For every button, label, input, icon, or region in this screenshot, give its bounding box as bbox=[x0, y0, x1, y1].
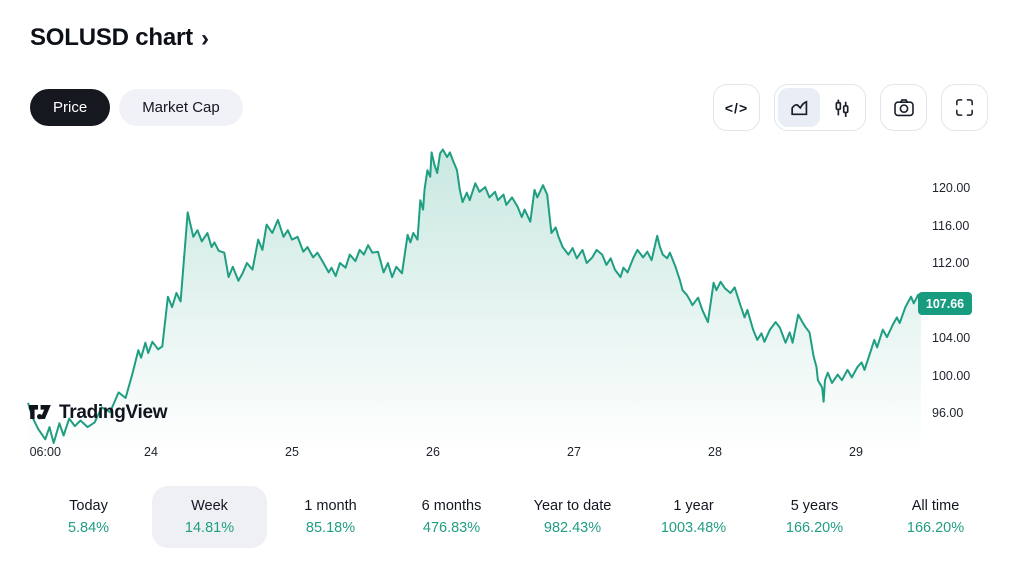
metric-toggle: Price Market Cap bbox=[30, 89, 243, 126]
area-fill bbox=[28, 149, 921, 452]
y-axis-label: 120.00 bbox=[932, 181, 971, 195]
price-chart[interactable] bbox=[27, 140, 922, 452]
range-tabs: Today 5.84% Week 14.81% 1 month 85.18% 6 month… bbox=[28, 486, 996, 548]
time-axis[interactable]: 06:00 24 25 26 27 28 29 bbox=[30, 445, 920, 461]
x-axis-label: 29 bbox=[849, 445, 863, 459]
range-change: 14.81% bbox=[184, 520, 235, 536]
range-change: 5.84% bbox=[67, 520, 110, 536]
chevron-right-icon: › bbox=[200, 25, 209, 52]
range-label: All time bbox=[911, 498, 960, 514]
range-tab-1-month[interactable]: 1 month 85.18% bbox=[273, 486, 388, 548]
x-axis-label: 26 bbox=[426, 445, 440, 459]
tradingview-logo-text: TradingView bbox=[59, 402, 168, 423]
y-axis-label: 116.00 bbox=[932, 218, 970, 233]
price-line bbox=[27, 148, 922, 444]
x-axis-label: 25 bbox=[285, 445, 299, 459]
candlestick-icon bbox=[835, 99, 849, 117]
x-axis-label: 06:00 bbox=[29, 445, 61, 459]
code-icon: </> bbox=[724, 99, 749, 116]
candles-style-button[interactable] bbox=[820, 88, 862, 127]
chart-title-link[interactable]: SOLUSD chart › bbox=[30, 24, 209, 52]
tradingview-logo-icon bbox=[29, 404, 51, 419]
y-axis-label: 96.00 bbox=[932, 406, 964, 420]
range-label: Week bbox=[191, 498, 228, 514]
range-change: 85.18% bbox=[305, 520, 356, 536]
market-cap-toggle-button[interactable]: Market Cap bbox=[119, 89, 243, 126]
range-tab-1-year[interactable]: 1 year 1003.48% bbox=[636, 486, 751, 548]
range-tab-5-years[interactable]: 5 years 166.20% bbox=[757, 486, 872, 548]
range-label: Today bbox=[69, 498, 108, 514]
range-tab-all-time[interactable]: All time 166.20% bbox=[878, 486, 993, 548]
chart-style-group bbox=[774, 84, 866, 131]
price-axis[interactable]: 120.00 116.00 112.00 104.00 100.00 96.00 107.6… bbox=[918, 140, 994, 460]
range-label: Year to date bbox=[533, 498, 612, 514]
range-tab-today[interactable]: Today 5.84% bbox=[31, 486, 146, 548]
y-axis-label: 104.00 bbox=[932, 331, 971, 345]
range-label: 6 months bbox=[421, 498, 482, 514]
x-axis-label: 27 bbox=[567, 445, 581, 459]
range-tab-year-to-date[interactable]: Year to date 982.43% bbox=[515, 486, 630, 548]
x-axis-label: 24 bbox=[144, 445, 158, 459]
page-title: SOLUSD chart bbox=[30, 24, 193, 51]
range-change: 476.83% bbox=[422, 520, 481, 536]
y-axis-label: 112.00 bbox=[932, 256, 970, 270]
range-label: 5 years bbox=[790, 498, 839, 514]
fullscreen-button[interactable] bbox=[941, 84, 988, 131]
tradingview-logo[interactable]: TradingView bbox=[28, 402, 168, 424]
embed-code-button[interactable]: </> bbox=[713, 84, 760, 131]
range-change: 1003.48% bbox=[660, 520, 727, 536]
range-tab-week[interactable]: Week 14.81% bbox=[152, 486, 267, 548]
range-label: 1 year bbox=[673, 498, 714, 514]
range-change: 982.43% bbox=[543, 520, 602, 536]
area-chart-icon bbox=[790, 100, 807, 116]
screenshot-button[interactable] bbox=[880, 84, 927, 131]
fullscreen-icon bbox=[956, 99, 973, 116]
range-label: 1 month bbox=[304, 498, 357, 514]
camera-icon bbox=[893, 98, 914, 116]
x-axis-label: 28 bbox=[708, 445, 722, 459]
price-toggle-button[interactable]: Price bbox=[30, 89, 111, 126]
area-style-button[interactable] bbox=[778, 88, 820, 127]
chart-toolbar: </> bbox=[713, 84, 988, 131]
range-change: 166.20% bbox=[906, 520, 965, 536]
range-change: 166.20% bbox=[785, 520, 844, 536]
y-axis-label: 100.00 bbox=[932, 368, 971, 383]
last-price-badge: 107.66 bbox=[918, 292, 972, 316]
range-tab-6-months[interactable]: 6 months 476.83% bbox=[394, 486, 509, 548]
